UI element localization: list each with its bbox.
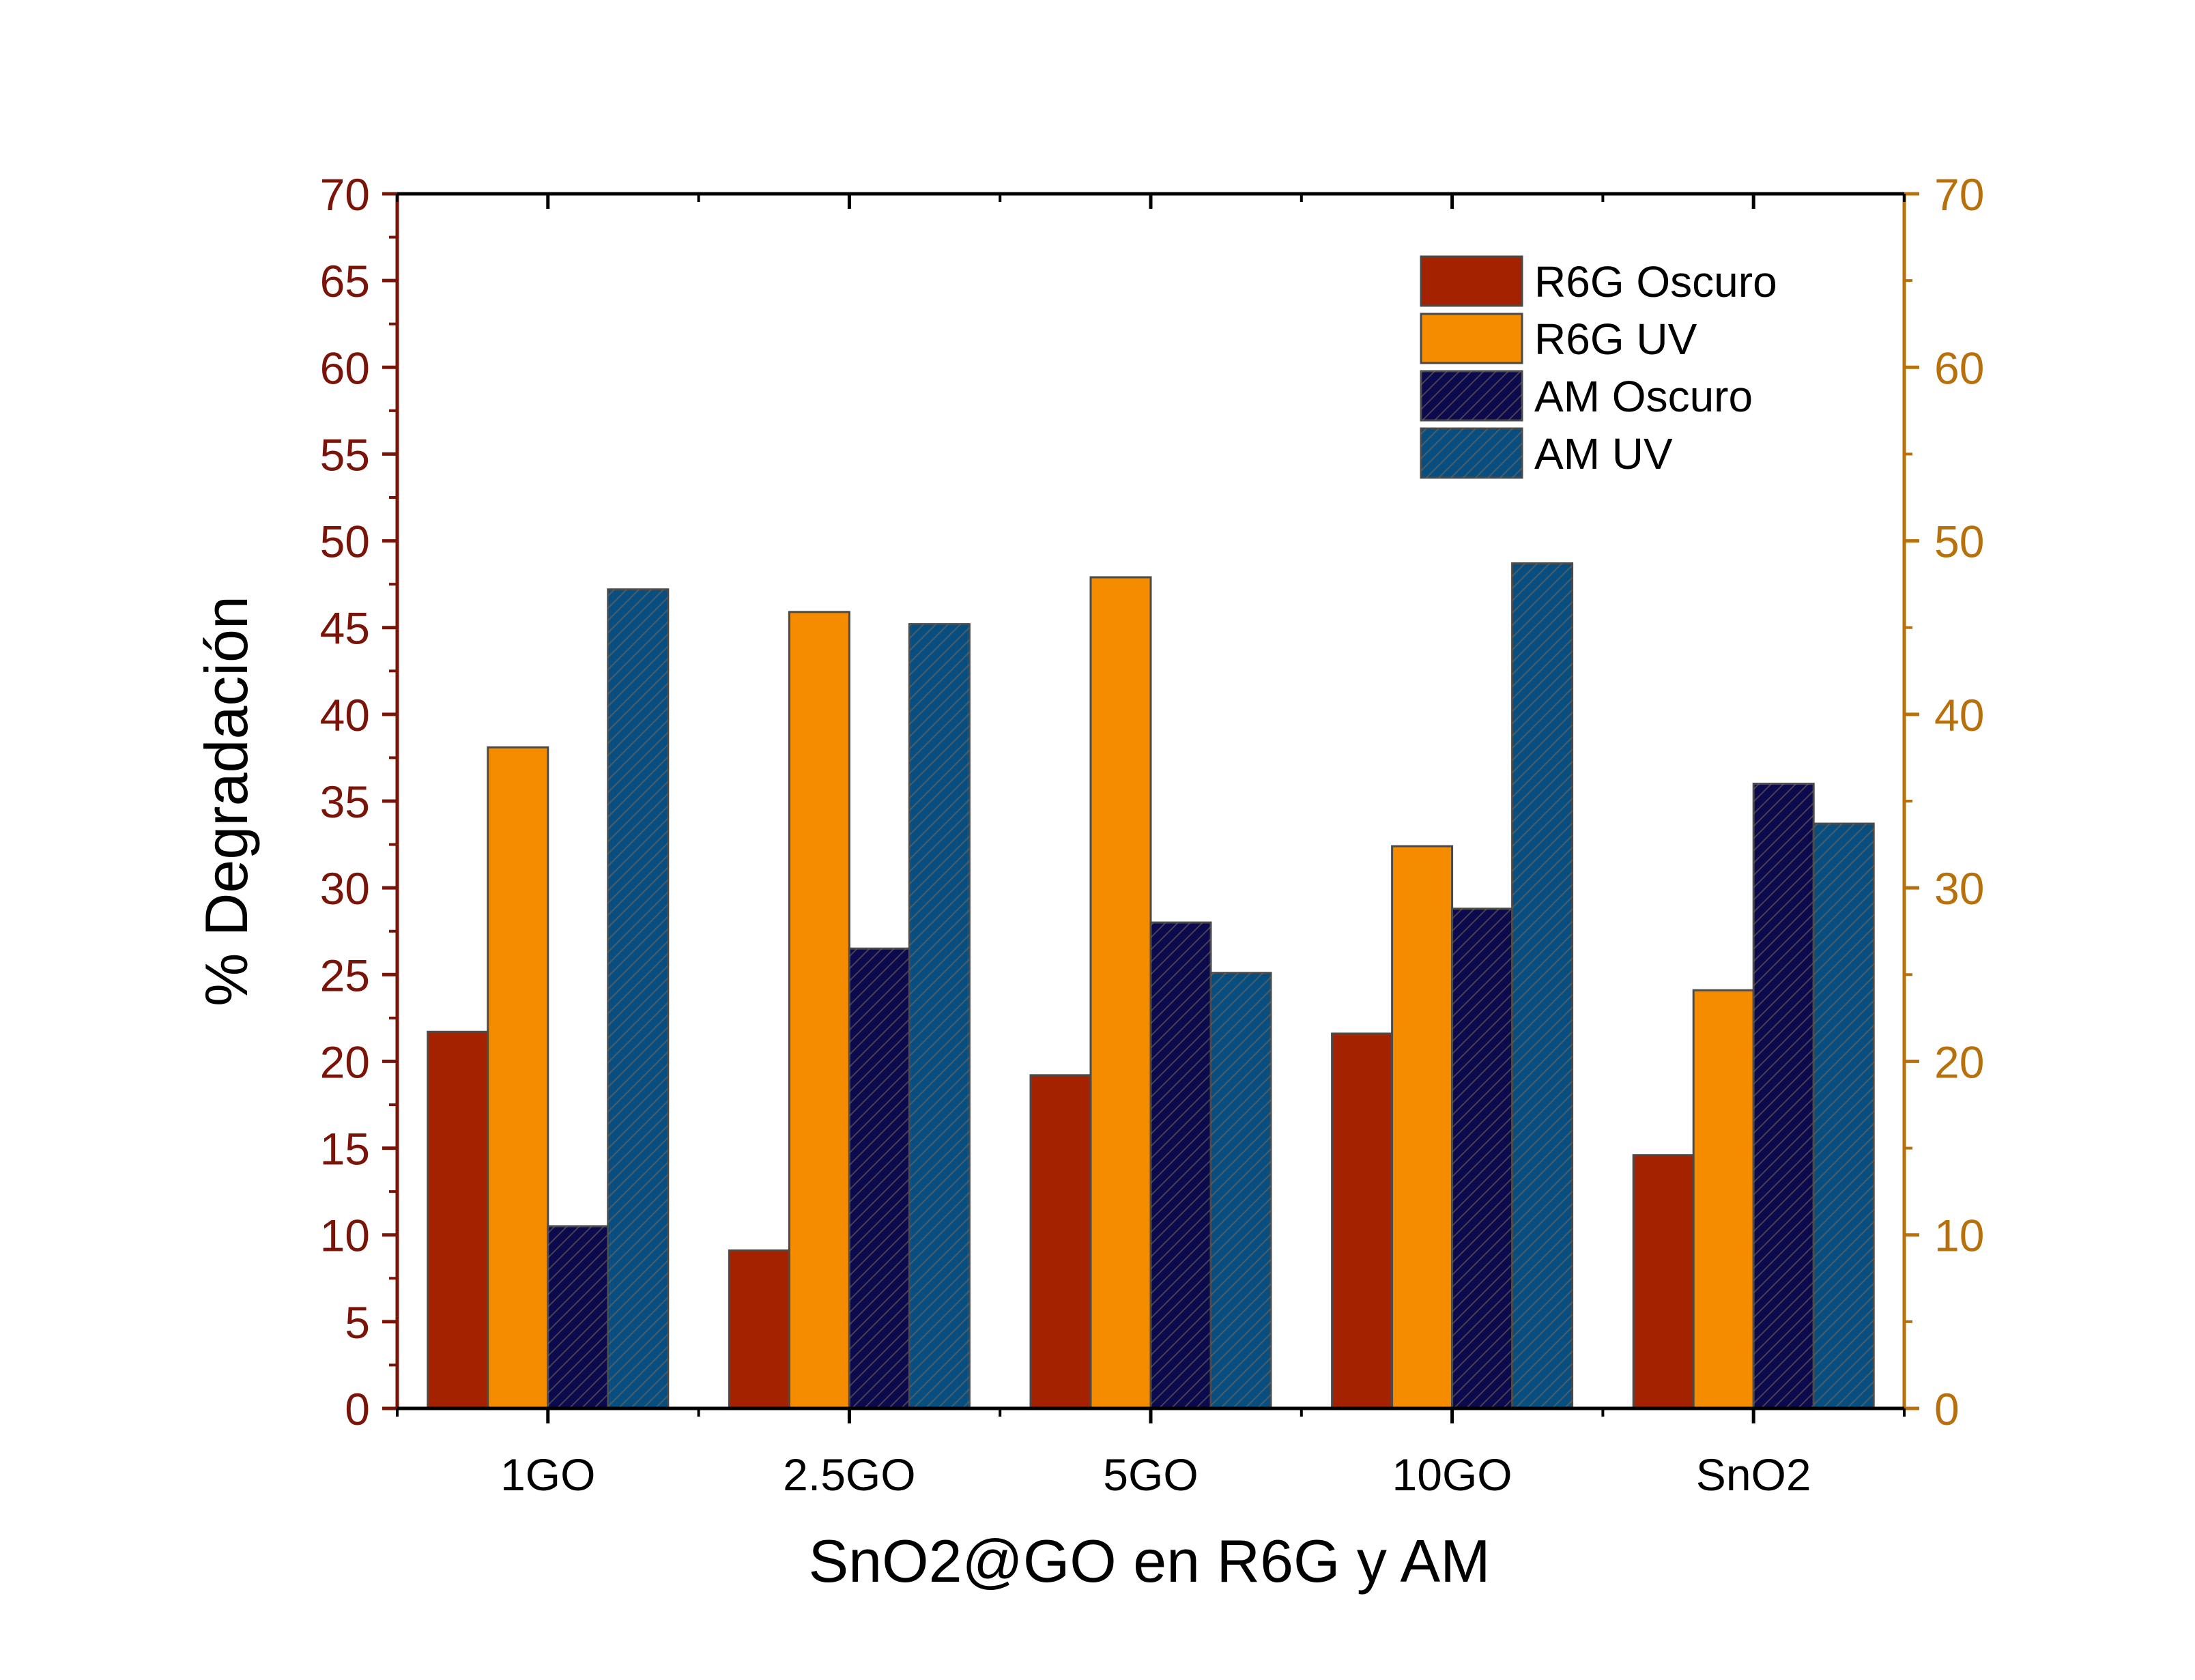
- axes: 0 5 10 15 20 25 30 35 40 45 50 55 60 65 70 0 10 20 30 40 50 6…: [320, 169, 1985, 1500]
- bar-hatch: [1753, 783, 1814, 1408]
- y-tick-label-left: 20: [320, 1037, 370, 1087]
- x-tick-label: 10GO: [1392, 1449, 1512, 1500]
- x-tick-label: SnO2: [1696, 1449, 1811, 1500]
- bar-hatch: [1813, 824, 1874, 1408]
- y-tick-label-left: 25: [320, 950, 370, 1000]
- y-tick-label-right: 30: [1934, 863, 1984, 914]
- legend-swatch: [1420, 255, 1523, 307]
- x-axis-title: SnO2@GO en R6G y AM: [808, 1527, 1490, 1595]
- y-tick-label-left: 45: [320, 603, 370, 654]
- bar: [1692, 989, 1755, 1410]
- x-tick-label: 1GO: [500, 1449, 595, 1500]
- bar: [1331, 1032, 1394, 1410]
- y-tick-label-left: 30: [320, 863, 370, 914]
- bar-hatch: [1211, 972, 1271, 1408]
- y-tick-label-right: 60: [1934, 343, 1984, 393]
- bar-hatch: [1512, 563, 1573, 1408]
- y-tick-label-left: 50: [320, 517, 370, 567]
- legend-label: AM UV: [1534, 429, 1673, 478]
- y-tick-label-left: 35: [320, 777, 370, 827]
- y-tick-label-right: 0: [1934, 1384, 1960, 1434]
- legend-swatch-hatch: [1421, 371, 1522, 420]
- legend-label: AM Oscuro: [1534, 372, 1753, 421]
- bar-hatch: [1151, 923, 1211, 1408]
- bar: [427, 1030, 489, 1410]
- bar-hatch: [1452, 908, 1512, 1408]
- bar: [728, 1249, 790, 1410]
- y-tick-label-right: 10: [1934, 1211, 1984, 1261]
- bar: [487, 746, 549, 1410]
- y-tick-label-left: 65: [320, 256, 370, 306]
- bar: [1029, 1074, 1092, 1410]
- bar-group: [427, 562, 1875, 1410]
- x-tick-label: 2.5GO: [783, 1449, 915, 1500]
- y-tick-label-left: 0: [345, 1384, 370, 1434]
- legend-swatch: [1420, 313, 1523, 364]
- bar: [1632, 1154, 1695, 1410]
- y-tick-label-left: 55: [320, 429, 370, 480]
- y-tick-label-right: 20: [1934, 1037, 1984, 1087]
- legend: R6G Oscuro R6G UV AM Oscuro AM UV: [1420, 255, 1777, 479]
- legend-label: R6G UV: [1534, 315, 1697, 364]
- y-tick-label-right: 70: [1934, 169, 1984, 220]
- bar-hatch: [909, 624, 970, 1408]
- x-tick-label: 5GO: [1103, 1449, 1198, 1500]
- bar-hatch: [849, 948, 910, 1408]
- bar: [1391, 845, 1454, 1410]
- bar-hatch: [547, 1226, 608, 1408]
- y-axis-title: % Degradación: [192, 596, 260, 1006]
- y-tick-label-right: 40: [1934, 690, 1984, 740]
- y-tick-label-left: 70: [320, 169, 370, 220]
- y-tick-label-left: 5: [345, 1297, 370, 1348]
- y-tick-label-left: 40: [320, 690, 370, 740]
- y-tick-label-left: 15: [320, 1124, 370, 1174]
- y-tick-label-right: 50: [1934, 517, 1984, 567]
- bar: [788, 611, 850, 1410]
- bar-hatch: [607, 589, 668, 1408]
- bar: [1089, 576, 1152, 1410]
- y-tick-label-left: 60: [320, 343, 370, 393]
- legend-swatch-hatch: [1421, 429, 1522, 478]
- legend-label: R6G Oscuro: [1534, 257, 1777, 306]
- y-tick-label-left: 10: [320, 1211, 370, 1261]
